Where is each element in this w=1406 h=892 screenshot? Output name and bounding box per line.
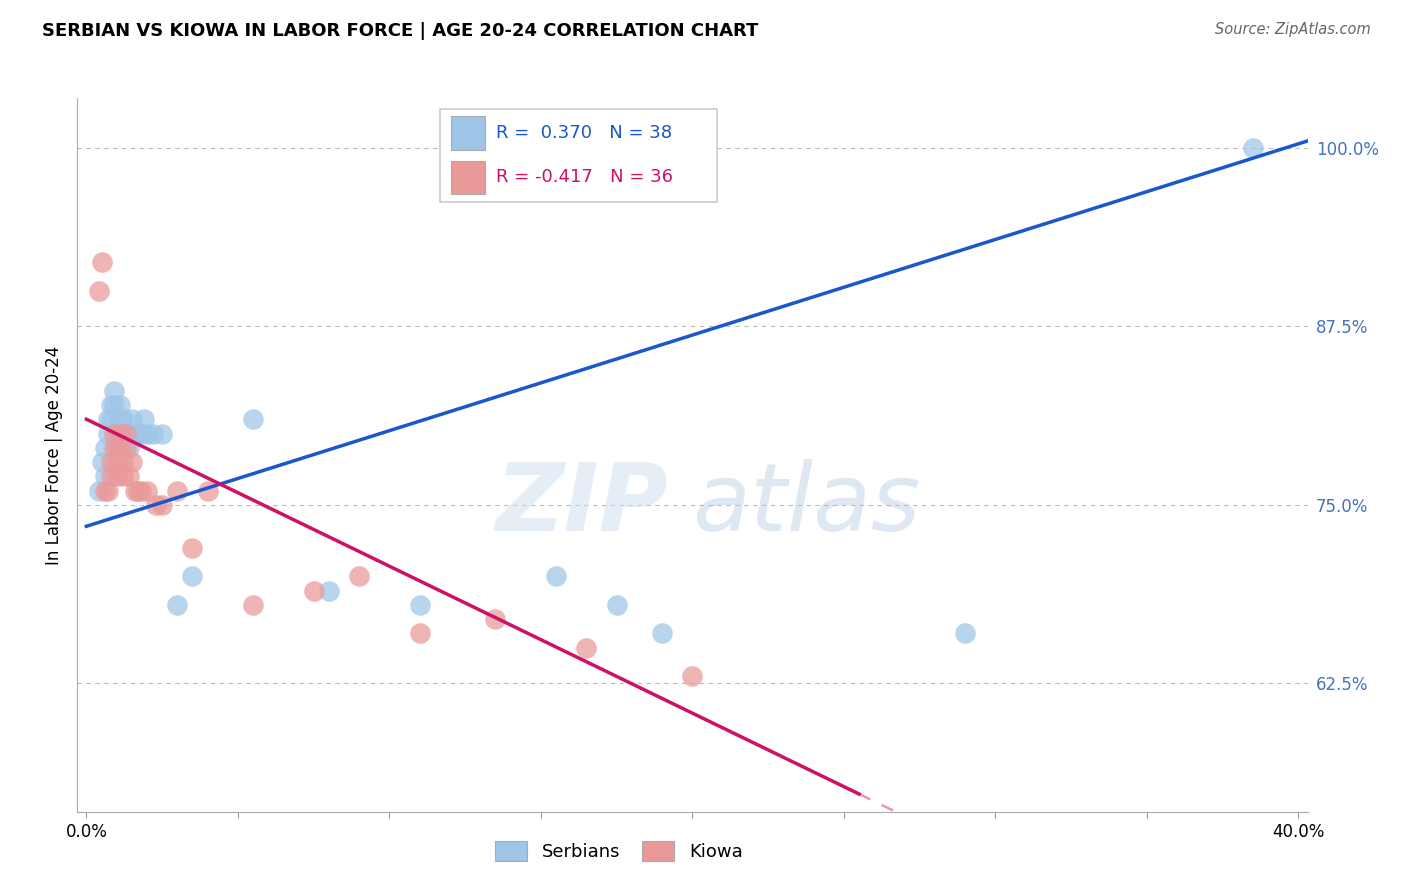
Point	[484, 612, 506, 626]
Point	[651, 626, 673, 640]
Point	[181, 541, 204, 555]
Legend: Serbians, Kiowa: Serbians, Kiowa	[485, 831, 752, 871]
Point	[242, 412, 264, 426]
Point	[1045, 869, 1067, 883]
Point	[108, 426, 131, 441]
Point	[124, 426, 146, 441]
Point	[105, 426, 128, 441]
Point	[105, 469, 128, 483]
Point	[136, 426, 159, 441]
Point	[124, 483, 146, 498]
Point	[150, 426, 173, 441]
Point	[90, 455, 112, 469]
Point	[93, 469, 115, 483]
Point	[100, 455, 122, 469]
Point	[114, 441, 136, 455]
Point	[166, 483, 188, 498]
Point	[682, 669, 704, 683]
FancyBboxPatch shape	[451, 116, 485, 150]
Point	[121, 412, 143, 426]
Point	[242, 598, 264, 612]
Point	[111, 412, 134, 426]
Point	[150, 498, 173, 512]
Point	[132, 412, 155, 426]
FancyBboxPatch shape	[451, 161, 485, 194]
Point	[121, 455, 143, 469]
Point	[87, 284, 110, 298]
Point	[181, 569, 204, 583]
Point	[111, 469, 134, 483]
Point	[127, 483, 149, 498]
Point	[953, 626, 976, 640]
Point	[103, 398, 125, 412]
Point	[111, 426, 134, 441]
FancyBboxPatch shape	[440, 109, 717, 202]
Point	[166, 598, 188, 612]
Point	[118, 426, 141, 441]
Point	[105, 455, 128, 469]
Point	[546, 569, 568, 583]
Text: Source: ZipAtlas.com: Source: ZipAtlas.com	[1215, 22, 1371, 37]
Text: R =  0.370   N = 38: R = 0.370 N = 38	[496, 124, 672, 142]
Point	[118, 441, 141, 455]
Point	[575, 640, 598, 655]
Point	[129, 483, 152, 498]
Text: ZIP: ZIP	[495, 458, 668, 551]
Point	[103, 441, 125, 455]
Point	[108, 441, 131, 455]
Point	[606, 598, 628, 612]
Point	[93, 483, 115, 498]
Point	[103, 384, 125, 398]
Point	[347, 569, 370, 583]
Point	[1241, 141, 1264, 155]
Point	[124, 426, 146, 441]
Point	[136, 483, 159, 498]
Text: R = -0.417   N = 36: R = -0.417 N = 36	[496, 169, 672, 186]
Point	[318, 583, 340, 598]
Point	[100, 398, 122, 412]
Point	[87, 483, 110, 498]
Point	[142, 426, 165, 441]
Point	[145, 498, 167, 512]
Point	[97, 483, 120, 498]
Point	[114, 426, 136, 441]
Point	[197, 483, 219, 498]
Point	[105, 441, 128, 455]
Point	[103, 426, 125, 441]
Text: atlas: atlas	[693, 459, 921, 550]
Point	[111, 455, 134, 469]
Point	[108, 398, 131, 412]
Point	[97, 426, 120, 441]
Point	[409, 626, 432, 640]
Point	[90, 255, 112, 269]
Point	[100, 469, 122, 483]
Point	[302, 583, 325, 598]
Y-axis label: In Labor Force | Age 20-24: In Labor Force | Age 20-24	[45, 345, 63, 565]
Point	[129, 426, 152, 441]
Point	[114, 426, 136, 441]
Point	[93, 441, 115, 455]
Point	[97, 412, 120, 426]
Point	[127, 426, 149, 441]
Point	[118, 469, 141, 483]
Point	[409, 598, 432, 612]
Point	[100, 412, 122, 426]
Text: SERBIAN VS KIOWA IN LABOR FORCE | AGE 20-24 CORRELATION CHART: SERBIAN VS KIOWA IN LABOR FORCE | AGE 20…	[42, 22, 759, 40]
Point	[108, 412, 131, 426]
